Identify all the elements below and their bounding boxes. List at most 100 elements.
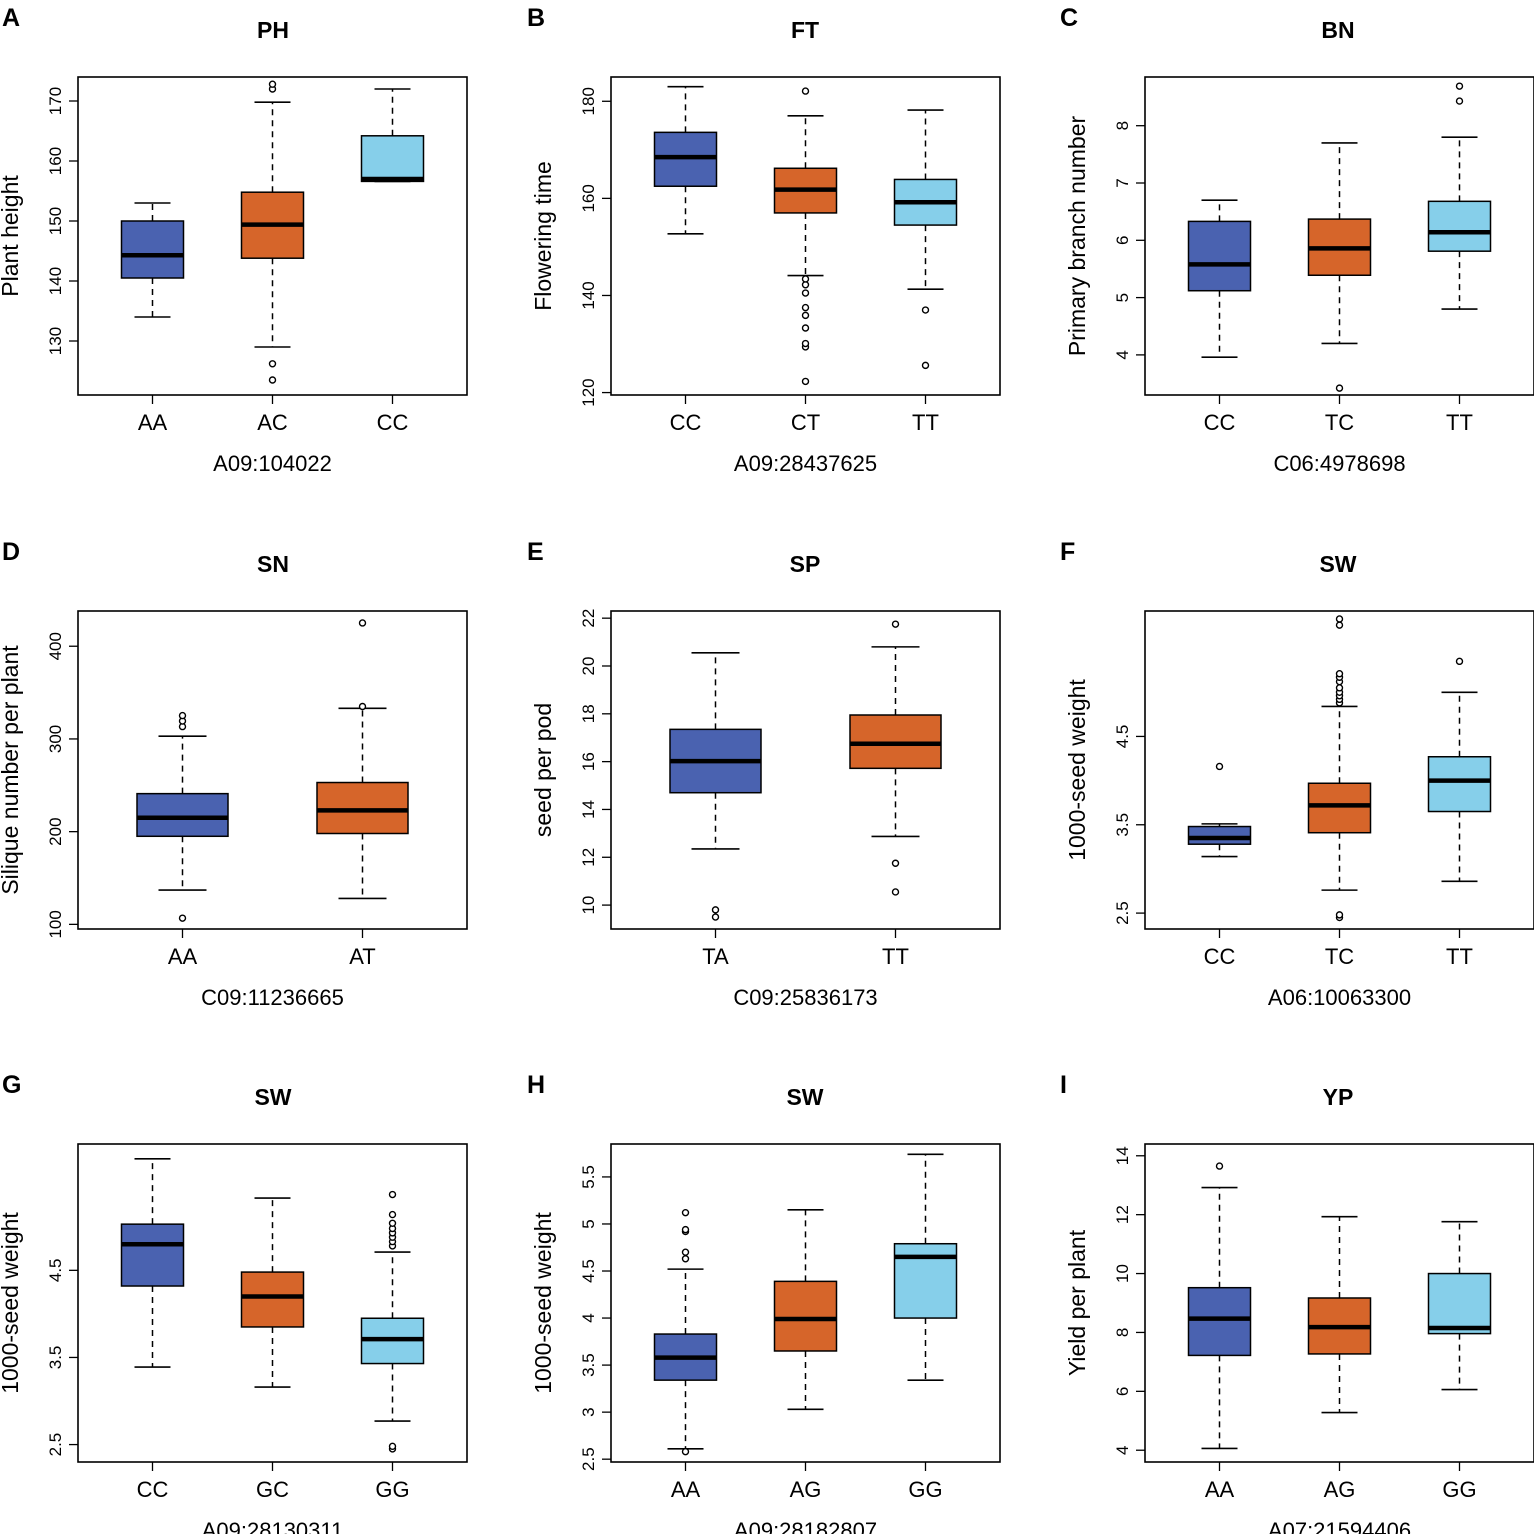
y-tick-label: 400 — [46, 632, 65, 660]
x-tick-label: AA — [1205, 1477, 1235, 1502]
outlier-point — [681, 1447, 690, 1456]
x-tick-label: AT — [349, 944, 375, 969]
iqr-box — [1187, 1286, 1252, 1357]
outlier-point — [681, 1208, 690, 1217]
y-tick-label: 200 — [46, 817, 65, 845]
y-tick-label: 5 — [1113, 293, 1132, 302]
panel-title: SW — [1319, 551, 1356, 577]
y-tick-label: 12 — [1113, 1205, 1132, 1224]
box-ag — [773, 1209, 838, 1411]
x-tick-label: AC — [257, 410, 288, 435]
outlier-point — [921, 306, 930, 314]
panel-b: B FT 120 140 160 180 Flowering time CC CT TT A09:2… — [527, 4, 1001, 476]
panel-title: FT — [791, 17, 819, 43]
outlier-point — [681, 1248, 690, 1256]
panel-letter: E — [527, 538, 544, 566]
panel-i: I YP 4 6 8 10 12 14 Yield per plant AA AG GG A07:215… — [1060, 1071, 1534, 1534]
x-tick-label: AA — [671, 1477, 701, 1502]
y-tick-label: 6 — [1113, 236, 1132, 245]
y-axis-label: Silique number per plant — [0, 645, 23, 895]
y-tick-label: 4 — [1113, 1445, 1132, 1454]
panel-e: E SP 10 12 14 16 18 20 22 seed per pod TA TTC09:258… — [527, 538, 1001, 1010]
box-tt — [893, 109, 958, 370]
y-axis-label: 1000-seed weight — [530, 1212, 556, 1394]
y-tick-label: 8 — [1113, 1328, 1132, 1337]
box-gg — [360, 1190, 425, 1453]
y-tick-label: 4 — [1113, 350, 1132, 359]
x-tick-label: AA — [138, 410, 168, 435]
outlier-point — [801, 339, 810, 348]
box-tt — [1427, 657, 1492, 883]
y-axis-label: Yield per plant — [1064, 1229, 1090, 1376]
outlier-point — [891, 620, 900, 628]
y-tick-label: 120 — [579, 378, 598, 406]
panel-letter: H — [527, 1071, 545, 1099]
x-tick-label: CC — [670, 410, 702, 435]
x-tick-label: CC — [1204, 410, 1236, 435]
panel-letter: F — [1060, 538, 1075, 566]
iqr-box — [1187, 220, 1252, 292]
box-ac — [240, 80, 305, 384]
outlier-point — [891, 888, 900, 896]
outlier-point — [921, 361, 930, 370]
outlier-point — [388, 1190, 397, 1199]
y-tick-label: 140 — [46, 267, 65, 295]
y-axis-label: Primary branch number — [1064, 116, 1090, 357]
outlier-point — [358, 619, 367, 627]
y-axis-label: Flowering time — [530, 161, 556, 311]
iqr-box — [360, 135, 425, 183]
y-tick-label: 2.5 — [46, 1433, 65, 1457]
outlier-point — [1335, 684, 1344, 692]
outlier-point — [388, 1219, 397, 1227]
x-axis-label: A09:28437625 — [734, 451, 877, 476]
outlier-point — [801, 324, 810, 332]
x-axis-label: C09:25836173 — [733, 985, 877, 1010]
y-tick-label: 22 — [579, 609, 598, 628]
y-tick-label: 4.5 — [46, 1259, 65, 1283]
outlier-point — [358, 702, 367, 711]
outlier-point — [388, 1210, 397, 1219]
x-tick-label: GG — [908, 1477, 942, 1502]
outlier-point — [801, 377, 810, 386]
y-tick-label: 3.5 — [579, 1353, 598, 1377]
outlier-point — [801, 281, 810, 289]
outlier-point — [1335, 621, 1344, 629]
y-tick-label: 20 — [579, 657, 598, 676]
y-tick-label: 2.5 — [579, 1447, 598, 1471]
box-aa — [136, 711, 229, 922]
y-tick-label: 14 — [1113, 1146, 1132, 1165]
box-ag — [1307, 1215, 1372, 1414]
outlier-point — [711, 913, 720, 921]
y-tick-label: 3.5 — [46, 1346, 65, 1370]
y-tick-label: 160 — [46, 147, 65, 175]
panel-letter: I — [1060, 1071, 1067, 1099]
box-aa — [1187, 1162, 1252, 1450]
outlier-point — [681, 1225, 690, 1234]
x-axis-label: C06:4978698 — [1273, 451, 1405, 476]
y-tick-label: 160 — [579, 184, 598, 212]
y-tick-label: 7 — [1113, 178, 1132, 187]
y-tick-label: 14 — [579, 800, 598, 819]
outlier-point — [1455, 657, 1464, 666]
x-axis-label: C09:11236665 — [201, 985, 344, 1010]
panel-c: C BN 4 5 6 7 8 Primary branch number CC TC TT C06:4… — [1060, 4, 1534, 476]
panel-title: YP — [1323, 1084, 1354, 1110]
iqr-box — [1427, 756, 1492, 813]
box-gc — [240, 1197, 305, 1388]
iqr-box — [120, 1223, 185, 1287]
y-tick-label: 5 — [579, 1219, 598, 1228]
y-tick-label: 4 — [579, 1313, 598, 1322]
x-tick-label: GC — [256, 1477, 289, 1502]
outlier-point — [1455, 82, 1464, 90]
box-aa — [120, 202, 185, 318]
box-cc — [1187, 199, 1252, 358]
box-tc — [1307, 142, 1372, 392]
plot-frame — [610, 610, 1001, 930]
iqr-box — [1307, 782, 1372, 834]
box-cc — [1187, 762, 1252, 858]
y-tick-label: 300 — [46, 725, 65, 753]
outlier-point — [268, 360, 277, 368]
box-gg — [893, 1153, 958, 1381]
y-tick-label: 18 — [579, 704, 598, 723]
y-tick-label: 8 — [1113, 121, 1132, 130]
